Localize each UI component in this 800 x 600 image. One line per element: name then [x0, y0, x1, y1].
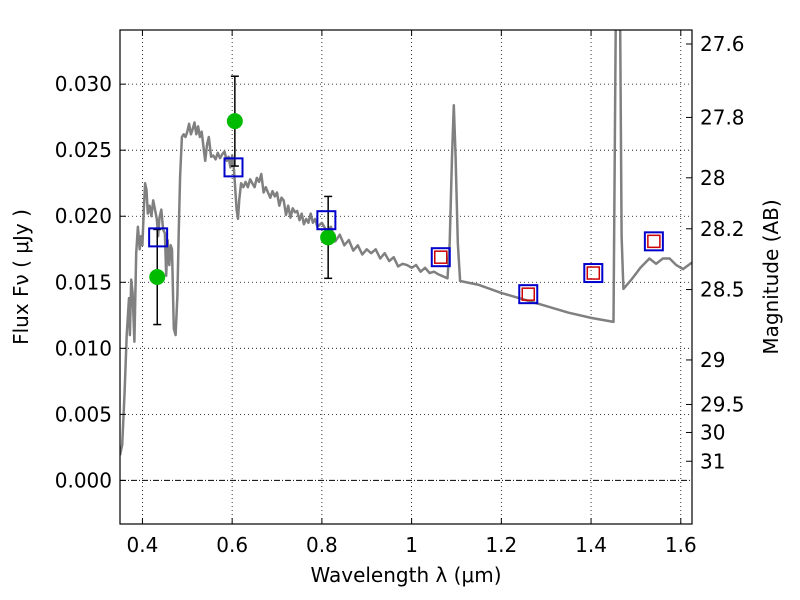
model-photometry-square: [316, 210, 337, 231]
observed-point: [149, 269, 166, 285]
mag-tick-label: 27.6: [700, 32, 745, 56]
x-tick-label: 1.6: [665, 533, 697, 557]
model-photometry-square: [518, 284, 539, 305]
x-tick-label: 1.4: [575, 533, 607, 557]
x-tick-label: 0.8: [306, 533, 338, 557]
predicted-photometry-square: [647, 234, 661, 249]
sed-model-line: [120, 30, 692, 456]
mag-tick-label: 30: [700, 420, 725, 444]
model-photometry-square: [148, 227, 169, 248]
predicted-photometry-square: [521, 287, 536, 301]
series-layer: [120, 30, 692, 456]
ticks: [120, 30, 692, 524]
model-photometry-square: [643, 231, 664, 252]
plot-area: [120, 30, 692, 524]
tick-labels: 0.4 0.6 0.8 1 1.2 1.4 1.6 0.000 0.005 0.010 0.015 0…: [55, 32, 745, 557]
mag-tick-label: 28.5: [700, 278, 745, 302]
y-tick-label: 0.000: [55, 468, 112, 492]
observed-point: [320, 229, 337, 246]
mag-tick-label: 28: [700, 166, 725, 190]
x-axis-label: Wavelength λ (μm): [310, 563, 501, 587]
model-photometry-square: [430, 247, 451, 268]
plot-frame: [119, 29, 693, 525]
y-tick-label: 0.015: [55, 270, 112, 294]
x-tick-label: 1.2: [485, 533, 517, 557]
model-photometry-square: [223, 157, 244, 178]
mag-tick-label: 28.2: [700, 217, 745, 241]
predicted-photometry-square: [586, 266, 601, 280]
observed-point: [226, 113, 243, 130]
y-tick-label: 0.020: [55, 204, 112, 228]
y-tick-label: 0.005: [55, 402, 112, 426]
y-axis-label: Flux Fν ( μJy ): [9, 209, 33, 345]
y-tick-label: 0.030: [55, 72, 112, 96]
y-tick-label: 0.010: [55, 336, 112, 360]
mag-tick-label: 27.8: [700, 105, 745, 129]
y-tick-label: 0.025: [55, 138, 112, 162]
y2-axis-label: Magnitude (AB): [759, 199, 783, 354]
mag-tick-label: 29: [700, 348, 725, 372]
mag-tick-label: 29.5: [700, 392, 745, 416]
predicted-photometry-square: [434, 250, 448, 264]
mag-tick-label: 31: [700, 449, 725, 473]
x-tick-label: 0.4: [127, 533, 159, 557]
x-tick-label: 0.6: [216, 533, 248, 557]
x-tick-label: 1: [405, 533, 418, 557]
model-photometry-square: [583, 263, 604, 284]
